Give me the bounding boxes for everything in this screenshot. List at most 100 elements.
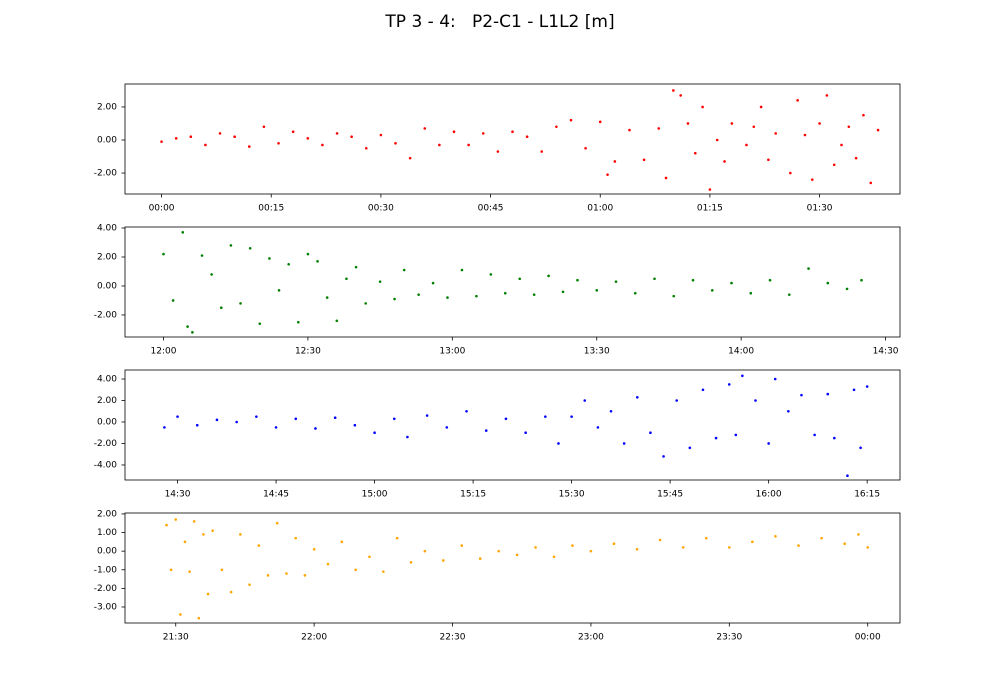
x-tick-label: 15:15	[460, 490, 486, 500]
point	[215, 418, 219, 422]
axes-frame	[124, 512, 901, 624]
point	[417, 293, 420, 296]
point	[192, 520, 196, 523]
point	[393, 297, 396, 301]
axes-frame	[124, 226, 901, 338]
point	[306, 137, 310, 140]
point	[303, 574, 307, 577]
point	[768, 278, 772, 282]
y-tick-label: -4.00	[94, 460, 118, 470]
point	[609, 409, 613, 413]
point	[569, 118, 573, 122]
point	[767, 442, 770, 445]
x-tick-label: 23:30	[716, 633, 742, 643]
x-tick-label: 14:30	[165, 490, 191, 500]
x-tick-label: 01:00	[587, 204, 613, 214]
point	[431, 281, 435, 285]
point	[229, 590, 233, 594]
point	[752, 125, 756, 129]
x-tick-label: 00:45	[478, 204, 504, 214]
point	[402, 268, 406, 272]
point	[176, 415, 179, 418]
point	[165, 523, 168, 527]
x-tick-label: 23:00	[578, 633, 604, 643]
point	[679, 94, 682, 97]
point	[503, 291, 507, 295]
point	[628, 128, 631, 132]
y-tick-label: -2.00	[94, 310, 118, 320]
y-tick-label: -1.00	[94, 565, 118, 575]
point	[200, 254, 204, 257]
x-tick-label: 22:30	[440, 633, 466, 643]
point	[248, 583, 251, 586]
point	[826, 281, 830, 285]
point	[316, 260, 319, 263]
point	[160, 140, 163, 143]
point	[622, 442, 626, 445]
point	[787, 293, 791, 296]
point	[275, 521, 279, 525]
x-tick-label: 13:00	[439, 347, 465, 357]
point	[452, 130, 456, 134]
point	[518, 277, 522, 281]
point	[843, 542, 846, 546]
point	[606, 173, 609, 176]
point	[796, 99, 799, 102]
point	[869, 181, 873, 185]
point	[847, 125, 851, 129]
point	[354, 568, 357, 572]
y-tick-label: 2.00	[97, 253, 117, 263]
point	[570, 415, 573, 418]
point	[287, 262, 290, 266]
point	[754, 399, 757, 402]
point	[866, 546, 870, 549]
x-tick-label: 16:00	[756, 490, 782, 500]
point	[174, 137, 178, 140]
point	[552, 555, 556, 559]
y-tick-label: 0.00	[97, 281, 117, 291]
point	[657, 127, 661, 130]
point	[672, 89, 675, 92]
point	[345, 277, 348, 281]
point	[675, 399, 678, 402]
x-tick-label: 14:45	[263, 490, 289, 500]
point	[210, 273, 213, 276]
point	[335, 132, 339, 135]
point	[576, 278, 579, 282]
point	[442, 559, 445, 562]
point	[595, 289, 599, 292]
point	[840, 143, 843, 147]
point	[704, 536, 708, 540]
point	[635, 395, 639, 399]
point	[708, 188, 712, 191]
point	[268, 257, 271, 260]
point	[235, 420, 238, 424]
point	[701, 388, 705, 392]
point	[239, 302, 242, 305]
point	[759, 105, 763, 109]
point	[266, 574, 270, 577]
point	[423, 549, 427, 553]
point	[364, 146, 368, 150]
point	[294, 536, 297, 540]
point	[820, 536, 823, 540]
point	[326, 562, 330, 566]
point	[515, 553, 519, 557]
x-tick-label: 00:00	[855, 633, 881, 643]
point	[247, 145, 251, 148]
y-tick-label: 4.00	[97, 375, 117, 385]
y-tick-label: -3.00	[94, 602, 118, 612]
y-tick-label: -2.00	[94, 169, 118, 179]
point	[206, 592, 210, 596]
point	[504, 417, 508, 421]
point	[662, 455, 665, 458]
x-tick-label: 14:30	[873, 347, 899, 357]
point	[197, 616, 201, 620]
y-tick-label: 4.00	[97, 224, 117, 234]
point	[789, 171, 792, 175]
point	[854, 156, 858, 160]
point	[489, 273, 493, 276]
point	[353, 423, 357, 427]
point	[465, 409, 468, 413]
